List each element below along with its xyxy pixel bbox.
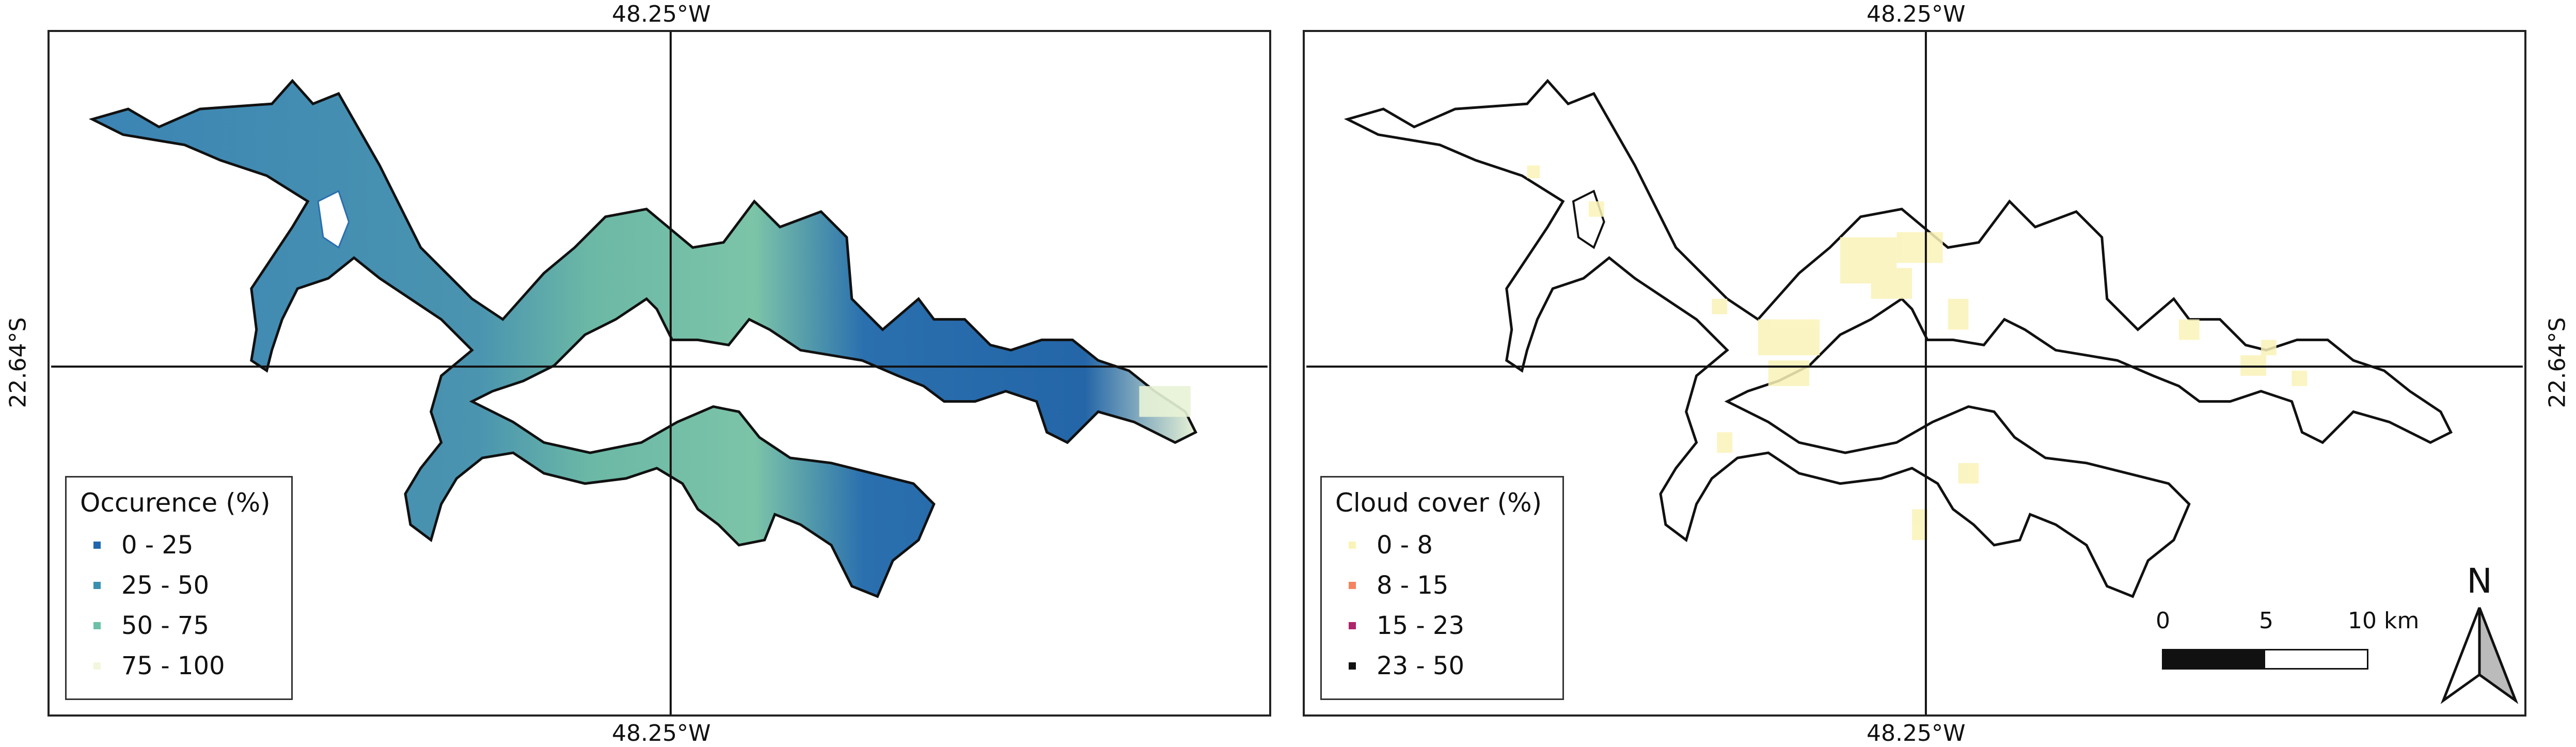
- legend-item: 50 - 75: [80, 606, 271, 646]
- legend-swatch: [1349, 662, 1356, 670]
- scale-tick-label: 5: [2259, 608, 2273, 634]
- legend-label: 0 - 25: [121, 531, 194, 560]
- legend-label: 0 - 8: [1377, 531, 1433, 560]
- right-side-coord-label: 22.64°S: [2544, 317, 2571, 408]
- scale-segment-filled: [2163, 650, 2265, 668]
- legend-swatch: [93, 622, 101, 629]
- cloud-cover-legend: Cloud cover (%) 0 - 8 8 - 15 15 - 23 23 …: [1320, 476, 1564, 700]
- legend-swatch: [1349, 582, 1356, 589]
- occurrence-map-panel[interactable]: Occurence (%) 0 - 25 25 - 50 50 - 75 75 …: [48, 30, 1271, 717]
- occurrence-legend: Occurence (%) 0 - 25 25 - 50 50 - 75 75 …: [65, 476, 293, 700]
- legend-label: 50 - 75: [121, 611, 209, 640]
- scale-track: [2162, 649, 2368, 670]
- legend-item: 0 - 25: [80, 525, 271, 565]
- legend-item: 0 - 8: [1335, 525, 1542, 565]
- legend-label: 25 - 50: [121, 571, 209, 600]
- legend-label: 15 - 23: [1377, 611, 1464, 640]
- legend-swatch: [1349, 622, 1356, 629]
- cloud-patches: [1527, 165, 2308, 541]
- legend-swatch: [93, 542, 101, 549]
- scale-segment-empty: [2265, 650, 2367, 668]
- right-bottom-coord-label: 48.25°W: [1867, 720, 1966, 746]
- legend-swatch: [93, 582, 101, 589]
- legend-swatch: [1349, 542, 1356, 549]
- legend-label: 75 - 100: [121, 651, 225, 680]
- legend-title: Cloud cover (%): [1335, 488, 1542, 518]
- pale-water-patch: [1139, 386, 1191, 417]
- north-arrow-icon: [2440, 607, 2519, 704]
- scale-tick-label: 10 km: [2348, 608, 2420, 634]
- legend-title: Occurence (%): [80, 488, 271, 518]
- scale-bar: 0 5 10 km: [2152, 608, 2441, 701]
- legend-item: 15 - 23: [1335, 606, 1542, 646]
- left-top-coord-label: 48.25°W: [612, 1, 711, 27]
- legend-item: 75 - 100: [80, 646, 271, 686]
- occurrence-map-canvas[interactable]: [50, 32, 1269, 714]
- legend-item: 8 - 15: [1335, 565, 1542, 606]
- legend-item: 23 - 50: [1335, 646, 1542, 686]
- scale-tick-label: 0: [2156, 608, 2170, 634]
- cloud-cover-map-canvas[interactable]: [1305, 32, 2524, 714]
- left-side-coord-label: 22.64°S: [5, 317, 31, 408]
- north-arrow: N: [2438, 561, 2521, 706]
- left-bottom-coord-label: 48.25°W: [612, 720, 711, 746]
- north-label: N: [2467, 561, 2492, 601]
- legend-label: 8 - 15: [1377, 571, 1449, 600]
- legend-swatch: [93, 662, 101, 670]
- legend-label: 23 - 50: [1377, 651, 1464, 680]
- legend-item: 25 - 50: [80, 565, 271, 606]
- right-top-coord-label: 48.25°W: [1867, 1, 1966, 27]
- cloud-cover-map-panel[interactable]: Cloud cover (%) 0 - 8 8 - 15 15 - 23 23 …: [1303, 30, 2526, 717]
